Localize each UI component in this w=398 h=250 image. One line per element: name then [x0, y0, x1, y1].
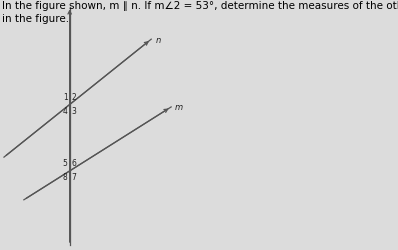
Text: 5: 5: [62, 159, 68, 168]
Text: 1: 1: [63, 92, 68, 102]
Text: 4: 4: [62, 106, 68, 116]
Text: 2: 2: [72, 92, 76, 102]
Text: n: n: [155, 36, 160, 44]
Text: 8: 8: [63, 172, 68, 182]
Text: 6: 6: [72, 159, 77, 168]
Text: m: m: [175, 103, 183, 112]
Text: In the figure shown, m ∥ n. If m∠2 = 53°, determine the measures of the other se: In the figure shown, m ∥ n. If m∠2 = 53°…: [2, 1, 398, 11]
Text: 3: 3: [72, 106, 77, 116]
Text: 7: 7: [72, 172, 77, 182]
Text: in the figure.: in the figure.: [2, 14, 69, 24]
